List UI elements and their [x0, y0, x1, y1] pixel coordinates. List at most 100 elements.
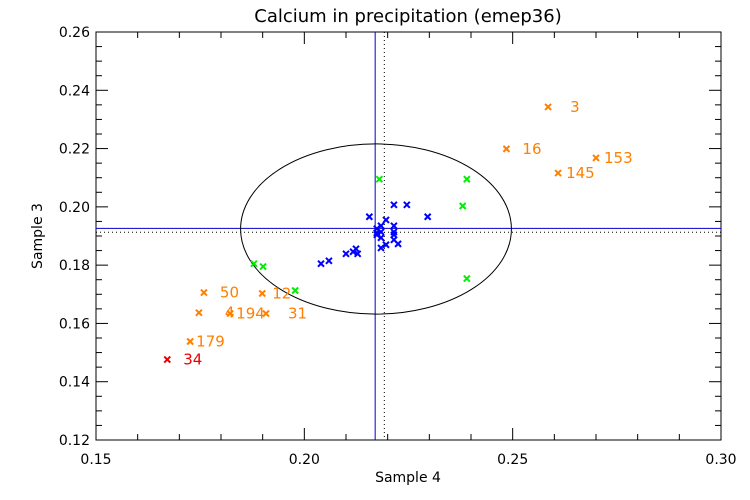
marker-stroke — [250, 259, 258, 268]
green-point — [458, 202, 467, 210]
marker-stroke — [403, 201, 411, 209]
marker-stroke — [317, 259, 325, 268]
blue-point — [390, 201, 398, 209]
point-label: 12 — [272, 284, 291, 302]
marker-stroke — [554, 169, 562, 177]
blue-point — [365, 213, 374, 221]
marker-stroke — [226, 309, 234, 318]
x-tick-label: 0.25 — [497, 452, 528, 468]
point-label: 16 — [522, 140, 541, 158]
marker-stroke — [291, 286, 299, 295]
marker-stroke — [382, 241, 390, 249]
orange-point — [262, 309, 270, 318]
marker-stroke — [342, 250, 350, 258]
marker-stroke — [353, 250, 362, 258]
y-tick-label: 0.14 — [59, 375, 90, 391]
marker-stroke — [544, 103, 552, 111]
marker-stroke — [377, 244, 385, 252]
marker-stroke — [195, 308, 203, 317]
blue-point — [377, 228, 385, 236]
marker-stroke — [375, 175, 384, 183]
green-point — [291, 286, 299, 295]
green-point — [463, 274, 471, 283]
marker-stroke — [258, 289, 266, 298]
green-point — [375, 175, 384, 183]
marker-stroke — [463, 274, 471, 283]
marker-stroke — [186, 337, 194, 346]
reference-lines — [96, 32, 721, 440]
orange-point — [592, 154, 600, 162]
orange-point — [226, 309, 234, 318]
marker-stroke — [394, 240, 402, 248]
point-label: 145 — [566, 164, 595, 182]
blue-point — [390, 222, 398, 230]
confidence-ellipse — [240, 143, 512, 315]
marker-stroke — [325, 257, 333, 265]
blue-point — [353, 250, 362, 258]
x-tick-label: 0.15 — [80, 452, 111, 468]
y-tick-label: 0.12 — [59, 433, 90, 449]
marker-stroke — [382, 216, 390, 224]
blue-point — [377, 244, 385, 252]
x-tick-label: 0.20 — [289, 452, 320, 468]
orange-point — [544, 103, 552, 111]
blue-point — [317, 259, 325, 268]
point-label: 3 — [570, 98, 580, 116]
marker-stroke — [458, 202, 467, 210]
orange-point — [502, 145, 511, 153]
marker-stroke — [365, 213, 374, 221]
marker-stroke — [592, 154, 600, 162]
x-tick-label: 0.30 — [705, 452, 736, 468]
blue-point — [349, 248, 357, 256]
data-points: 316153145501241943117934 — [163, 98, 633, 369]
orange-point — [200, 288, 208, 297]
marker-stroke — [349, 248, 357, 256]
y-tick-label: 0.26 — [59, 25, 90, 41]
axes: 0.15 0.20 0.25 0.30 0.12 0.14 0.16 0.18 0.20 0.22… — [59, 25, 737, 468]
blue-point — [342, 250, 350, 258]
point-label: 179 — [196, 332, 225, 350]
blue-point — [382, 216, 390, 224]
y-tick-label: 0.24 — [59, 83, 90, 99]
x-axis-title: Sample 4 — [375, 470, 441, 486]
marker-stroke — [377, 228, 385, 236]
y-tick-label: 0.22 — [59, 142, 90, 158]
chart-title: Calcium in precipitation (emep36) — [254, 6, 561, 27]
orange-point — [195, 308, 203, 317]
orange-point — [554, 169, 562, 177]
marker-stroke — [390, 236, 398, 244]
orange-point — [258, 289, 266, 298]
green-point — [250, 259, 258, 268]
point-label: 153 — [604, 149, 633, 167]
y-tick-label: 0.16 — [59, 316, 90, 332]
orange-point — [186, 337, 194, 346]
marker-stroke — [390, 222, 398, 230]
point-label: 31 — [288, 305, 307, 323]
blue-point — [394, 240, 402, 248]
marker-stroke — [259, 262, 267, 271]
marker-stroke — [502, 145, 511, 153]
marker-stroke — [377, 234, 385, 242]
blue-point — [403, 201, 411, 209]
plot-frame — [95, 31, 722, 441]
point-label: 34 — [183, 351, 202, 369]
marker-stroke — [390, 201, 398, 209]
point-label: 50 — [220, 284, 239, 302]
blue-point — [325, 257, 333, 265]
marker-stroke — [200, 288, 208, 297]
y-axis-title: Sample 3 — [30, 203, 46, 269]
blue-point — [377, 234, 385, 242]
point-label: 194 — [236, 305, 265, 323]
marker-stroke — [262, 309, 270, 318]
y-tick-label: 0.20 — [59, 200, 90, 216]
red-point — [163, 355, 171, 364]
marker-stroke — [163, 355, 171, 364]
marker-stroke — [463, 175, 471, 183]
blue-point — [382, 241, 390, 249]
y-tick-label: 0.18 — [59, 258, 90, 274]
green-point — [463, 175, 471, 183]
green-point — [259, 262, 267, 271]
marker-stroke — [423, 213, 432, 221]
blue-point — [423, 213, 432, 221]
